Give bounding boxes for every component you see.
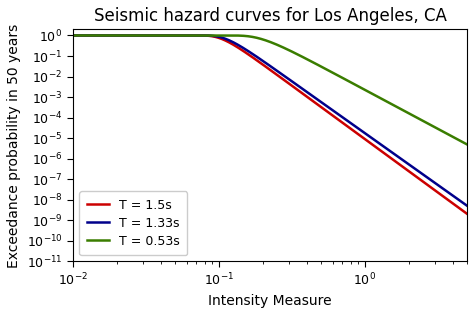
T = 0.53s — [110, 34, 116, 37]
T = 1.33s — [464, 204, 470, 208]
T = 1.5s — [229, 42, 235, 46]
T = 1.5s — [110, 34, 116, 37]
T = 0.53s — [244, 34, 249, 38]
Y-axis label: Exceedance probability in 50 years: Exceedance probability in 50 years — [7, 23, 21, 267]
Title: Seismic hazard curves for Los Angeles, CA: Seismic hazard curves for Los Angeles, C… — [93, 7, 447, 25]
T = 1.33s — [244, 48, 249, 52]
T = 1.5s — [341, 122, 346, 125]
T = 1.33s — [70, 34, 76, 37]
T = 1.5s — [244, 51, 249, 55]
T = 1.5s — [384, 154, 390, 158]
T = 1.5s — [377, 148, 383, 152]
T = 0.53s — [377, 96, 383, 100]
T = 1.5s — [70, 34, 76, 37]
T = 1.33s — [229, 40, 235, 44]
X-axis label: Intensity Measure: Intensity Measure — [208, 294, 332, 308]
T = 1.33s — [110, 34, 116, 37]
Line: T = 0.53s: T = 0.53s — [73, 36, 467, 145]
Legend: T = 1.5s, T = 1.33s, T = 0.53s: T = 1.5s, T = 1.33s, T = 0.53s — [79, 191, 187, 255]
T = 0.53s — [464, 143, 470, 146]
T = 1.33s — [384, 147, 390, 151]
Line: T = 1.33s: T = 1.33s — [73, 36, 467, 206]
T = 1.33s — [341, 116, 346, 120]
Line: T = 1.5s: T = 1.5s — [73, 36, 467, 214]
T = 0.53s — [384, 100, 390, 104]
T = 0.53s — [341, 77, 346, 80]
T = 1.5s — [464, 212, 470, 216]
T = 1.33s — [377, 142, 383, 146]
T = 0.53s — [70, 34, 76, 37]
T = 0.53s — [229, 34, 235, 37]
